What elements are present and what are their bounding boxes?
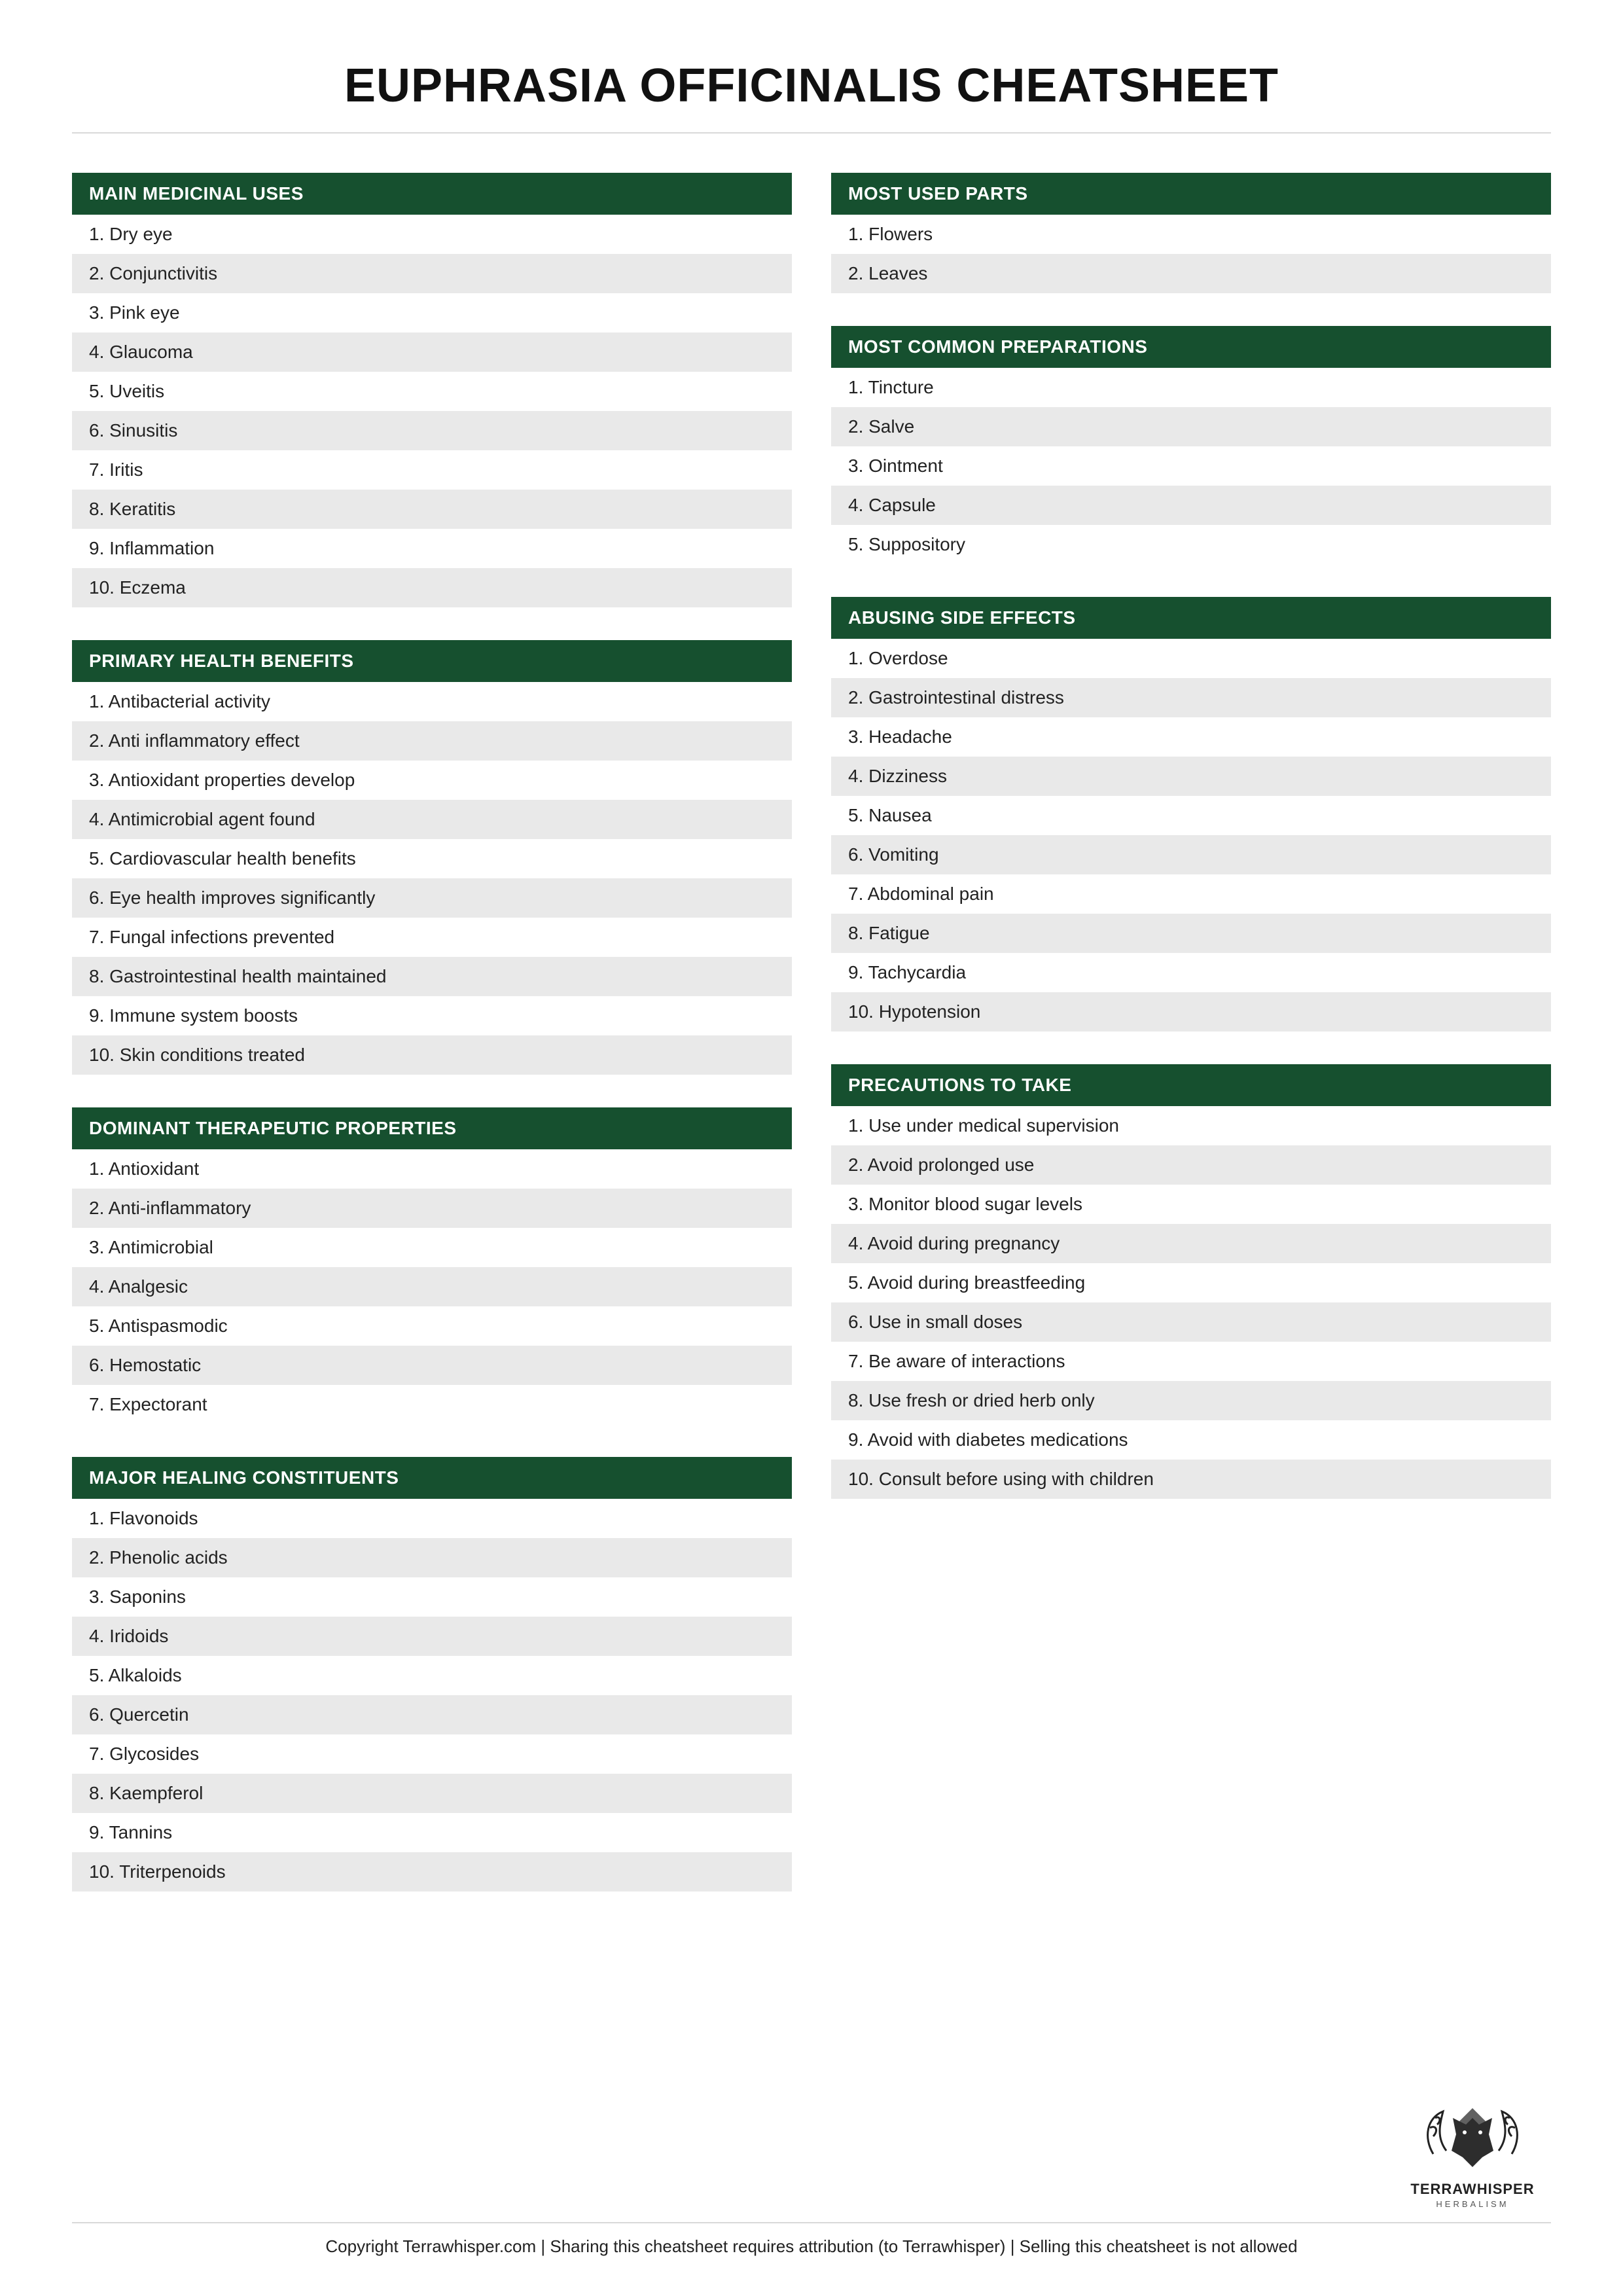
- list-item: 3. Antioxidant properties develop: [72, 761, 792, 800]
- divider-bottom: [72, 2222, 1551, 2223]
- brand-name: TERRAWHISPER: [1400, 2181, 1544, 2198]
- footer-area: TERRAWHISPER HERBALISM Copyright Terrawh…: [72, 2092, 1551, 2257]
- list-item: 6. Hemostatic: [72, 1346, 792, 1385]
- list-item: 6. Quercetin: [72, 1695, 792, 1734]
- list-item: 7. Fungal infections prevented: [72, 918, 792, 957]
- list-item: 6. Eye health improves significantly: [72, 878, 792, 918]
- right-column: MOST USED PARTS1. Flowers2. Leaves MOST C…: [831, 173, 1551, 2092]
- list-item: 6. Use in small doses: [831, 1302, 1551, 1342]
- list-item: 5. Cardiovascular health benefits: [72, 839, 792, 878]
- list-item: 3. Pink eye: [72, 293, 792, 332]
- list-item: 9. Tachycardia: [831, 953, 1551, 992]
- list-item: 10. Skin conditions treated: [72, 1035, 792, 1075]
- list-item: 7. Abdominal pain: [831, 874, 1551, 914]
- section-block: PRECAUTIONS TO TAKE1. Use under medical …: [831, 1064, 1551, 1499]
- footer-text: Copyright Terrawhisper.com | Sharing thi…: [72, 2236, 1551, 2257]
- list-item: 5. Antispasmodic: [72, 1306, 792, 1346]
- section-block: MOST COMMON PREPARATIONS1. Tincture2. Sa…: [831, 326, 1551, 564]
- list-item: 2. Anti inflammatory effect: [72, 721, 792, 761]
- list-item: 1. Use under medical supervision: [831, 1106, 1551, 1145]
- list-item: 7. Iritis: [72, 450, 792, 490]
- list-item: 8. Fatigue: [831, 914, 1551, 953]
- list-item: 6. Vomiting: [831, 835, 1551, 874]
- page-title: EUPHRASIA OFFICINALIS CHEATSHEET: [72, 59, 1551, 113]
- list-item: 4. Glaucoma: [72, 332, 792, 372]
- list-item: 5. Nausea: [831, 796, 1551, 835]
- list-item: 5. Suppository: [831, 525, 1551, 564]
- list-item: 4. Capsule: [831, 486, 1551, 525]
- list-item: 7. Expectorant: [72, 1385, 792, 1424]
- list-item: 1. Tincture: [831, 368, 1551, 407]
- list-item: 3. Headache: [831, 717, 1551, 757]
- list-item: 1. Dry eye: [72, 215, 792, 254]
- list-item: 8. Keratitis: [72, 490, 792, 529]
- section-header: MAJOR HEALING CONSTITUENTS: [72, 1457, 792, 1499]
- section-block: ABUSING SIDE EFFECTS1. Overdose2. Gastro…: [831, 597, 1551, 1031]
- list-item: 3. Monitor blood sugar levels: [831, 1185, 1551, 1224]
- list-item: 3. Antimicrobial: [72, 1228, 792, 1267]
- divider-top: [72, 132, 1551, 134]
- section-block: DOMINANT THERAPEUTIC PROPERTIES1. Antiox…: [72, 1107, 792, 1424]
- list-item: 1. Flowers: [831, 215, 1551, 254]
- list-item: 9. Tannins: [72, 1813, 792, 1852]
- list-item: 4. Dizziness: [831, 757, 1551, 796]
- list-item: 1. Antioxidant: [72, 1149, 792, 1189]
- list-item: 3. Saponins: [72, 1577, 792, 1617]
- list-item: 6. Sinusitis: [72, 411, 792, 450]
- section-header: PRIMARY HEALTH BENEFITS: [72, 640, 792, 682]
- logo-container: TERRAWHISPER HERBALISM: [72, 2092, 1551, 2209]
- section-header: PRECAUTIONS TO TAKE: [831, 1064, 1551, 1106]
- brand-tagline: HERBALISM: [1400, 2199, 1544, 2209]
- list-item: 2. Conjunctivitis: [72, 254, 792, 293]
- list-item: 2. Anti-inflammatory: [72, 1189, 792, 1228]
- section-block: MOST USED PARTS1. Flowers2. Leaves: [831, 173, 1551, 293]
- list-item: 9. Avoid with diabetes medications: [831, 1420, 1551, 1460]
- list-item: 4. Antimicrobial agent found: [72, 800, 792, 839]
- section-block: MAIN MEDICINAL USES1. Dry eye2. Conjunct…: [72, 173, 792, 607]
- list-item: 10. Hypotension: [831, 992, 1551, 1031]
- section-header: DOMINANT THERAPEUTIC PROPERTIES: [72, 1107, 792, 1149]
- section-header: MAIN MEDICINAL USES: [72, 173, 792, 215]
- list-item: 10. Triterpenoids: [72, 1852, 792, 1892]
- list-item: 2. Salve: [831, 407, 1551, 446]
- section-header: MOST COMMON PREPARATIONS: [831, 326, 1551, 368]
- list-item: 9. Immune system boosts: [72, 996, 792, 1035]
- list-item: 8. Use fresh or dried herb only: [831, 1381, 1551, 1420]
- list-item: 5. Uveitis: [72, 372, 792, 411]
- list-item: 2. Gastrointestinal distress: [831, 678, 1551, 717]
- brand-logo: TERRAWHISPER HERBALISM: [1400, 2092, 1544, 2209]
- list-item: 2. Leaves: [831, 254, 1551, 293]
- left-column: MAIN MEDICINAL USES1. Dry eye2. Conjunct…: [72, 173, 792, 2092]
- fox-crest-icon: [1414, 2092, 1531, 2177]
- list-item: 3. Ointment: [831, 446, 1551, 486]
- list-item: 2. Avoid prolonged use: [831, 1145, 1551, 1185]
- list-item: 1. Overdose: [831, 639, 1551, 678]
- list-item: 10. Eczema: [72, 568, 792, 607]
- list-item: 4. Iridoids: [72, 1617, 792, 1656]
- section-block: PRIMARY HEALTH BENEFITS1. Antibacterial …: [72, 640, 792, 1075]
- list-item: 5. Alkaloids: [72, 1656, 792, 1695]
- section-header: MOST USED PARTS: [831, 173, 1551, 215]
- list-item: 10. Consult before using with children: [831, 1460, 1551, 1499]
- list-item: 1. Antibacterial activity: [72, 682, 792, 721]
- list-item: 5. Avoid during breastfeeding: [831, 1263, 1551, 1302]
- list-item: 1. Flavonoids: [72, 1499, 792, 1538]
- list-item: 4. Analgesic: [72, 1267, 792, 1306]
- list-item: 4. Avoid during pregnancy: [831, 1224, 1551, 1263]
- list-item: 7. Glycosides: [72, 1734, 792, 1774]
- list-item: 7. Be aware of interactions: [831, 1342, 1551, 1381]
- list-item: 2. Phenolic acids: [72, 1538, 792, 1577]
- section-header: ABUSING SIDE EFFECTS: [831, 597, 1551, 639]
- content-columns: MAIN MEDICINAL USES1. Dry eye2. Conjunct…: [72, 173, 1551, 2092]
- list-item: 9. Inflammation: [72, 529, 792, 568]
- section-block: MAJOR HEALING CONSTITUENTS1. Flavonoids2…: [72, 1457, 792, 1892]
- list-item: 8. Kaempferol: [72, 1774, 792, 1813]
- list-item: 8. Gastrointestinal health maintained: [72, 957, 792, 996]
